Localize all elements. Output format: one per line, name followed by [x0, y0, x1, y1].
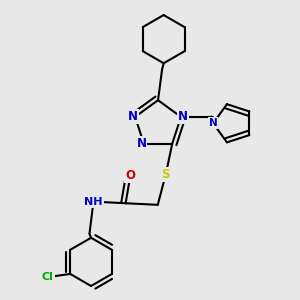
- Text: N: N: [136, 137, 146, 150]
- Text: NH: NH: [84, 196, 103, 207]
- Text: N: N: [128, 110, 138, 123]
- Text: O: O: [125, 169, 135, 182]
- Text: S: S: [161, 168, 170, 181]
- Text: N: N: [209, 118, 218, 128]
- Text: Cl: Cl: [42, 272, 54, 282]
- Text: N: N: [178, 110, 188, 123]
